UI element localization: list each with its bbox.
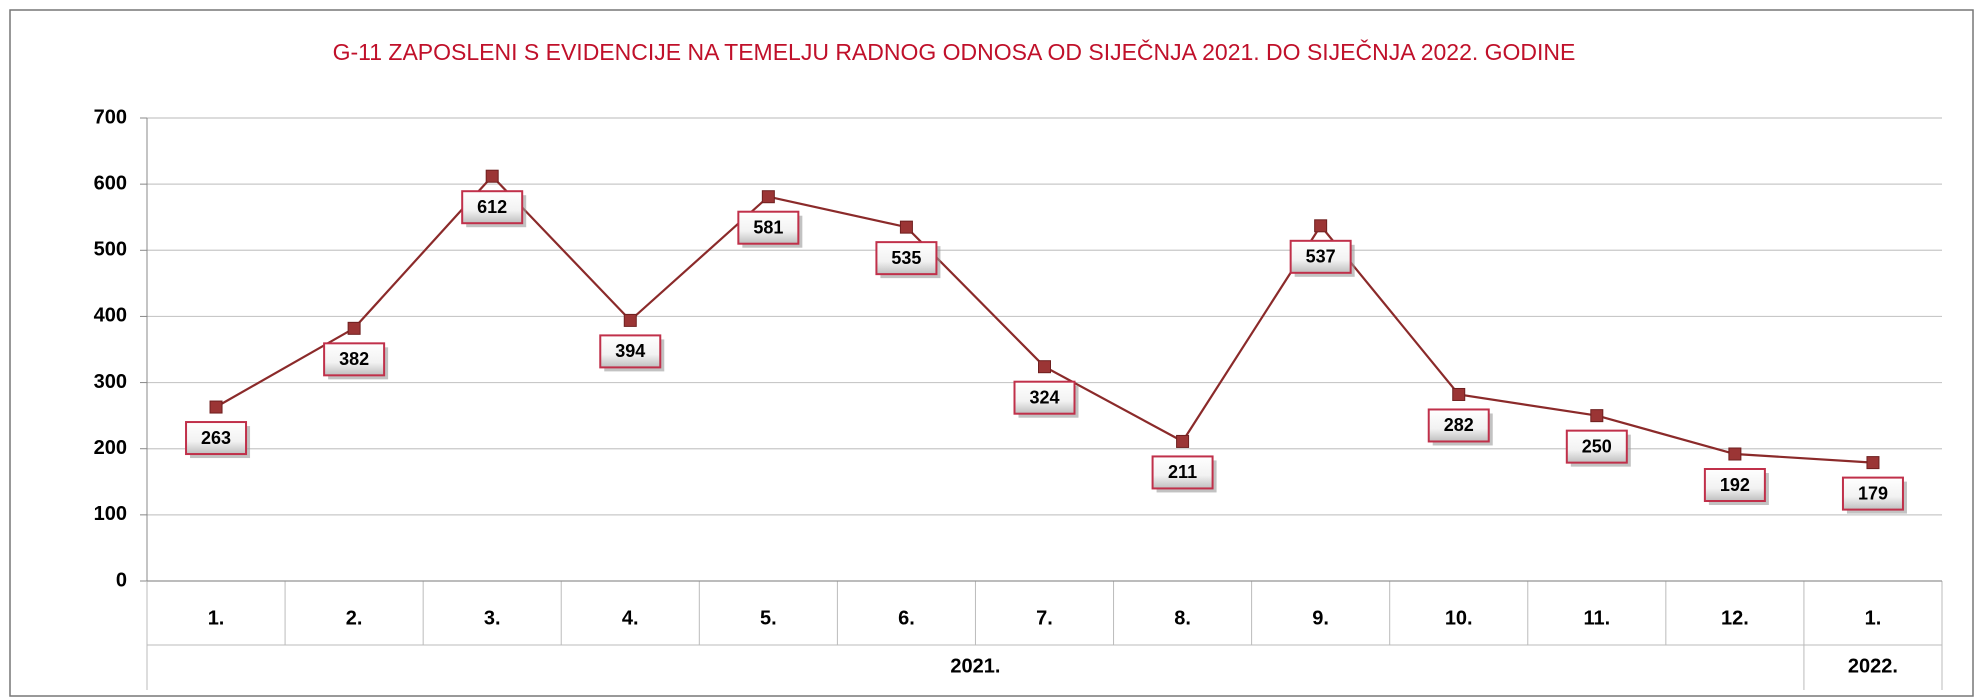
- data-label: 211: [1168, 462, 1197, 482]
- data-label: 612: [477, 197, 507, 217]
- x-tick-label: 11.: [1583, 607, 1610, 629]
- data-label-box: [1013, 380, 1076, 415]
- x-tick-label: 5.: [760, 607, 777, 629]
- marker: [1866, 456, 1880, 470]
- x-tick-label: 8.: [1174, 607, 1191, 629]
- y-tick-label: 600: [94, 172, 127, 194]
- marker: [1590, 409, 1604, 423]
- x-tick-label: 1.: [208, 607, 225, 629]
- group-label: 2022.: [1848, 655, 1898, 677]
- x-tick-label: 7.: [1036, 607, 1053, 629]
- data-label-box: [599, 334, 662, 369]
- marker: [1728, 447, 1742, 461]
- x-tick-label: 12.: [1721, 607, 1749, 629]
- marker: [623, 313, 637, 327]
- data-label: 263: [201, 428, 231, 448]
- data-label: 324: [1029, 387, 1059, 407]
- x-tick-label: 4.: [622, 607, 639, 629]
- marker: [1452, 387, 1466, 401]
- y-tick-label: 700: [94, 106, 127, 128]
- data-label-box: [461, 190, 524, 225]
- data-label: 382: [339, 349, 369, 369]
- data-label-box: [875, 241, 938, 276]
- y-tick-label: 100: [94, 503, 127, 525]
- data-label-box: [1427, 408, 1490, 443]
- data-label: 394: [615, 341, 645, 361]
- x-tick-label: 1.: [1865, 607, 1882, 629]
- marker: [485, 169, 499, 183]
- y-tick-label: 200: [94, 437, 127, 459]
- data-label: 535: [891, 248, 921, 268]
- marker: [1314, 219, 1328, 233]
- marker: [347, 321, 361, 335]
- data-label-box: [1565, 429, 1628, 464]
- data-label: 282: [1444, 415, 1474, 435]
- marker: [761, 190, 775, 204]
- data-label: 581: [753, 217, 783, 237]
- x-tick-label: 10.: [1445, 607, 1473, 629]
- data-label-box: [1703, 468, 1766, 503]
- marker: [899, 220, 913, 234]
- marker: [1176, 434, 1190, 448]
- x-tick-label: 9.: [1312, 607, 1329, 629]
- y-tick-label: 400: [94, 305, 127, 327]
- marker: [1038, 360, 1051, 374]
- y-tick-label: 500: [94, 239, 127, 261]
- data-label-box: [737, 210, 800, 245]
- chart-title: G-11 ZAPOSLENI S EVIDENCIJE NA TEMELJU R…: [333, 38, 1576, 65]
- y-tick-label: 300: [94, 371, 127, 393]
- data-label: 537: [1306, 247, 1336, 267]
- data-label-box: [323, 342, 386, 377]
- x-tick-label: 6.: [898, 607, 915, 629]
- data-label: 192: [1720, 475, 1750, 495]
- data-label-box: [185, 421, 248, 456]
- data-label: 250: [1582, 436, 1612, 456]
- group-label: 2021.: [950, 655, 1000, 677]
- x-tick-label: 3.: [484, 607, 501, 629]
- y-tick-label: 0: [116, 569, 127, 591]
- x-tick-label: 2.: [346, 607, 363, 629]
- data-label-box: [1841, 476, 1904, 511]
- data-label-box: [1151, 455, 1214, 490]
- data-label: 179: [1858, 483, 1888, 503]
- marker: [209, 400, 223, 414]
- chart-border: [9, 9, 1974, 697]
- data-label-box: [1289, 239, 1352, 274]
